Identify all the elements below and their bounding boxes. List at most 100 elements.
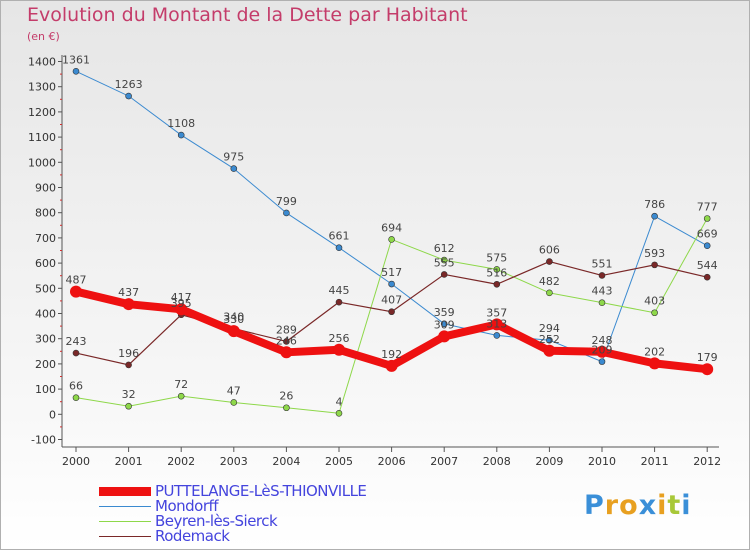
logo-letter: r xyxy=(604,490,620,521)
data-label-puttelange: 246 xyxy=(276,334,297,347)
data-label-mondorff: 517 xyxy=(381,266,402,279)
data-label-beyren: 47 xyxy=(227,384,241,397)
data-label-puttelange: 248 xyxy=(592,334,613,347)
y-tick-label: 900 xyxy=(35,182,56,195)
y-tick-label: 500 xyxy=(35,282,56,295)
data-point-rodemack xyxy=(598,272,606,279)
x-tick-label: 2003 xyxy=(220,455,248,468)
data-label-puttelange: 330 xyxy=(223,313,244,326)
data-point-rodemack xyxy=(72,349,80,357)
data-label-rodemack: 606 xyxy=(539,244,560,257)
legend-label-beyren: Beyren-lès-Sierck xyxy=(155,512,278,530)
data-label-puttelange: 192 xyxy=(381,348,402,361)
data-point-rodemack xyxy=(703,273,711,281)
x-tick-label: 2005 xyxy=(325,455,353,468)
data-label-beyren: 4 xyxy=(336,395,343,408)
x-tick-label: 2012 xyxy=(693,455,721,468)
data-point-beyren xyxy=(177,392,185,400)
data-label-rodemack: 340 xyxy=(223,311,244,324)
data-label-rodemack: 445 xyxy=(329,284,350,297)
data-point-rodemack xyxy=(493,280,501,288)
x-tick-label: 2004 xyxy=(272,455,300,468)
x-tick-label: 2007 xyxy=(430,455,458,468)
data-point-mondorff xyxy=(335,244,343,252)
data-label-mondorff: 359 xyxy=(434,306,455,319)
data-point-puttelange xyxy=(596,345,608,358)
data-label-beyren: 694 xyxy=(381,221,402,234)
data-label-rodemack: 551 xyxy=(592,257,613,270)
data-point-beyren xyxy=(283,404,290,412)
x-tick-label: 2008 xyxy=(483,455,511,468)
data-label-beyren: 575 xyxy=(486,251,507,264)
y-tick-label: 1000 xyxy=(28,156,56,169)
data-point-puttelange xyxy=(490,318,503,331)
data-point-puttelange xyxy=(385,359,398,372)
legend-label-mondorff: Mondorff xyxy=(155,497,219,515)
data-point-puttelange xyxy=(648,357,661,370)
data-label-beyren: 72 xyxy=(174,378,188,391)
data-label-puttelange: 417 xyxy=(171,291,192,304)
data-label-rodemack: 407 xyxy=(381,294,402,307)
y-tick-label: 800 xyxy=(35,207,56,220)
data-label-puttelange: 309 xyxy=(434,318,455,331)
data-point-rodemack xyxy=(125,361,132,369)
y-tick-label: 1200 xyxy=(28,106,56,119)
series-line-beyren xyxy=(75,217,708,414)
legend-label-puttelange: PUTTELANGE-LèS-THIONVILLE xyxy=(155,482,367,500)
y-tick-label: 700 xyxy=(35,232,56,245)
data-point-puttelange xyxy=(280,346,293,359)
data-label-rodemack: 516 xyxy=(486,266,507,279)
data-label-puttelange: 252 xyxy=(539,333,560,346)
data-label-beyren: 612 xyxy=(434,242,455,255)
data-point-beyren xyxy=(335,409,343,417)
data-point-puttelange xyxy=(175,303,188,316)
x-tick-label: 2010 xyxy=(588,455,616,468)
legend-swatch-mondorff xyxy=(99,506,151,507)
data-point-beyren xyxy=(598,299,606,306)
x-tick-label: 2002 xyxy=(167,455,195,468)
data-point-mondorff xyxy=(546,336,553,344)
y-tick-label: 300 xyxy=(35,333,56,346)
data-point-beyren xyxy=(651,309,658,317)
y-tick-label: 200 xyxy=(35,358,56,371)
y-tick-label: 1400 xyxy=(28,56,56,69)
data-label-mondorff: 786 xyxy=(644,198,665,211)
data-point-puttelange xyxy=(701,363,714,376)
data-label-mondorff: 313 xyxy=(486,317,507,330)
proxiti-logo: Proxiti xyxy=(584,490,692,521)
data-label-rodemack: 555 xyxy=(434,256,455,269)
data-label-rodemack: 593 xyxy=(644,247,665,260)
chart-title: Evolution du Montant de la Dette par Hab… xyxy=(27,4,468,26)
data-label-puttelange: 487 xyxy=(66,274,87,287)
legend-swatch-rodemack xyxy=(99,536,151,537)
data-label-beyren: 403 xyxy=(644,295,665,308)
data-label-beyren: 777 xyxy=(697,200,718,213)
data-label-puttelange: 179 xyxy=(697,351,718,364)
x-tick-label: 2001 xyxy=(115,455,143,468)
y-tick-label: 600 xyxy=(35,257,56,270)
y-tick-label: 0 xyxy=(49,408,56,421)
data-point-rodemack xyxy=(283,338,290,345)
data-point-mondorff xyxy=(493,332,501,339)
x-tick-label: 2009 xyxy=(535,455,563,468)
data-point-rodemack xyxy=(388,308,395,316)
data-label-mondorff: 799 xyxy=(276,195,297,208)
data-label-mondorff: 661 xyxy=(329,230,350,243)
data-label-puttelange: 256 xyxy=(329,332,350,345)
data-label-beyren: 482 xyxy=(539,275,560,288)
data-point-puttelange xyxy=(543,344,556,357)
data-label-rodemack: 395 xyxy=(171,297,192,310)
x-tick-label: 2006 xyxy=(378,455,406,468)
data-label-rodemack: 289 xyxy=(276,323,297,336)
data-label-mondorff: 669 xyxy=(697,228,718,241)
legend-swatch-puttelange xyxy=(99,487,151,496)
x-tick-label: 2000 xyxy=(62,455,90,468)
x-tick-label: 2011 xyxy=(641,455,669,468)
data-point-mondorff xyxy=(651,212,658,220)
chart-subtitle: (en €) xyxy=(27,30,60,43)
data-point-beyren xyxy=(125,402,132,410)
data-point-rodemack xyxy=(546,258,553,265)
data-point-puttelange xyxy=(227,325,240,338)
